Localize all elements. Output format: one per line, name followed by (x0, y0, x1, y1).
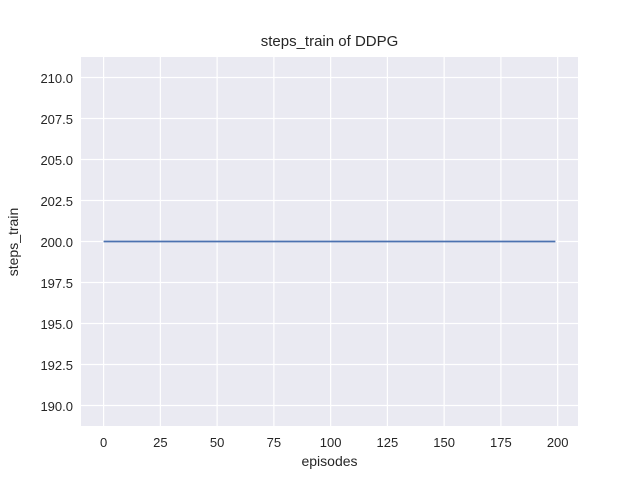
y-tick-label: 195.0 (40, 316, 73, 332)
x-tick-label: 50 (209, 435, 225, 450)
y-tick-label: 190.0 (40, 398, 73, 414)
y-tick-label: 207.5 (40, 111, 73, 127)
x-tick-label: 200 (546, 435, 569, 450)
x-tick-label: 0 (99, 435, 108, 450)
chart-title: steps_train of DDPG (260, 33, 399, 50)
chart-canvas (81, 57, 578, 426)
y-tick-label: 200.0 (40, 234, 73, 250)
x-tick-label: 25 (153, 435, 168, 450)
x-tick-label: 150 (433, 435, 456, 450)
plot-area (81, 57, 578, 426)
x-tick-label: 125 (376, 435, 399, 450)
y-tick-label: 192.5 (40, 357, 73, 373)
x-axis-label: episodes (301, 453, 358, 469)
x-tick-label: 100 (319, 435, 342, 450)
y-tick-label: 197.5 (40, 275, 73, 291)
x-tick-label: 75 (266, 435, 282, 450)
x-tick-label: 175 (490, 435, 512, 450)
y-tick-label: 210.0 (40, 70, 73, 86)
y-tick-label: 205.0 (40, 152, 73, 168)
y-tick-label: 202.5 (40, 193, 73, 209)
